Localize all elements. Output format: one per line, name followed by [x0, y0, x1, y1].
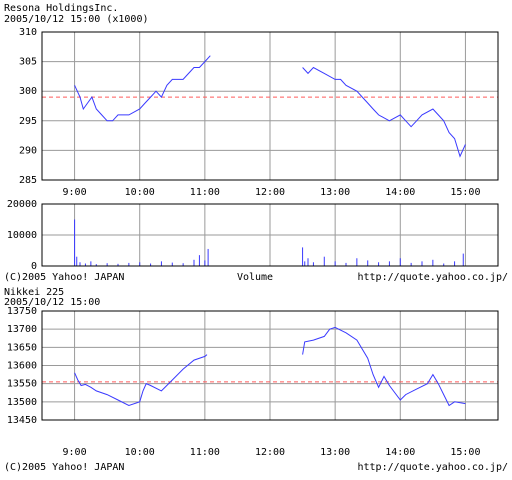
y-tick-label: 295 [19, 116, 37, 127]
volume-bar [95, 264, 97, 266]
x-tick-label: 11:00 [190, 447, 220, 458]
price-line [74, 326, 466, 407]
volume-bar [367, 260, 369, 266]
y-tick-label: 13550 [7, 379, 37, 390]
volume-bar [462, 253, 464, 266]
volume-bar [207, 248, 209, 266]
volume-bar [378, 262, 380, 266]
y-tick-label: 285 [19, 175, 37, 186]
y-tick-label: 13600 [7, 361, 37, 372]
volume-bar [432, 259, 434, 266]
volume-bar [193, 259, 195, 266]
y-tick-label: 20000 [7, 199, 37, 210]
y-tick-label: 13700 [7, 324, 37, 335]
volume-bar [345, 262, 347, 266]
x-tick-label: 11:00 [190, 187, 220, 198]
volume-bar [312, 262, 314, 266]
y-tick-label: 310 [19, 27, 37, 38]
volume-bar [334, 261, 336, 266]
y-tick-label: 300 [19, 86, 37, 97]
y-tick-label: 13450 [7, 415, 37, 426]
x-tick-label: 10:00 [125, 447, 155, 458]
plot-frame [41, 31, 499, 181]
volume-bar [323, 256, 325, 266]
copyright: (C)2005 Yahoo! JAPAN [4, 462, 124, 473]
y-tick-label: 13750 [7, 306, 37, 317]
chart-title: Resona HoldingsInc. [4, 3, 118, 14]
x-tick-label: 9:00 [63, 447, 87, 458]
volume-bar [171, 262, 173, 266]
volume-bar [182, 263, 184, 266]
x-tick-label: 10:00 [125, 187, 155, 198]
x-tick-label: 14:00 [385, 187, 415, 198]
volume-bar [128, 262, 130, 266]
x-axis-label: Volume [237, 272, 273, 283]
volume-bar [74, 219, 76, 266]
volume-bar [454, 261, 456, 266]
volume-bar [139, 262, 141, 266]
volume-bar [79, 262, 81, 266]
x-tick-label: 15:00 [450, 447, 480, 458]
price-line [74, 55, 466, 158]
volume-bar [204, 260, 206, 266]
volume-bar [198, 255, 200, 266]
x-tick-label: 12:00 [255, 447, 285, 458]
chart-subtitle: 2005/10/12 15:00 (x1000) [4, 14, 149, 25]
x-tick-label: 13:00 [320, 187, 350, 198]
volume-bar [90, 261, 92, 266]
plot-frame [41, 203, 499, 267]
volume-bar [117, 263, 119, 266]
y-tick-label: 0 [31, 261, 37, 272]
chart-title: Nikkei 225 [4, 287, 64, 298]
volume-bar [443, 263, 445, 266]
y-tick-label: 305 [19, 57, 37, 68]
x-tick-label: 14:00 [385, 447, 415, 458]
x-tick-label: 9:00 [63, 187, 87, 198]
volume-bar [399, 258, 401, 266]
copyright: (C)2005 Yahoo! JAPAN [4, 272, 124, 283]
y-tick-label: 290 [19, 145, 37, 156]
volume-bar [106, 263, 108, 266]
chart-subtitle: 2005/10/12 15:00 [4, 297, 100, 308]
volume-bar [307, 258, 309, 266]
volume-bar [160, 261, 162, 266]
y-tick-label: 13500 [7, 397, 37, 408]
volume-bar [76, 256, 78, 266]
x-tick-label: 13:00 [320, 447, 350, 458]
volume-bar [302, 247, 304, 266]
volume-bar [84, 263, 86, 266]
source-url: http://quote.yahoo.co.jp/ [357, 462, 508, 473]
volume-bar [388, 261, 390, 266]
x-tick-label: 15:00 [450, 187, 480, 198]
volume-bar [304, 261, 306, 266]
volume-bar [356, 258, 358, 266]
volume-bar [410, 262, 412, 266]
volume-bar [150, 263, 152, 266]
volume-bar [421, 261, 423, 266]
x-tick-label: 12:00 [255, 187, 285, 198]
source-url: http://quote.yahoo.co.jp/ [357, 272, 508, 283]
y-tick-label: 10000 [7, 230, 37, 241]
y-tick-label: 13650 [7, 342, 37, 353]
plot-frame [41, 310, 499, 421]
